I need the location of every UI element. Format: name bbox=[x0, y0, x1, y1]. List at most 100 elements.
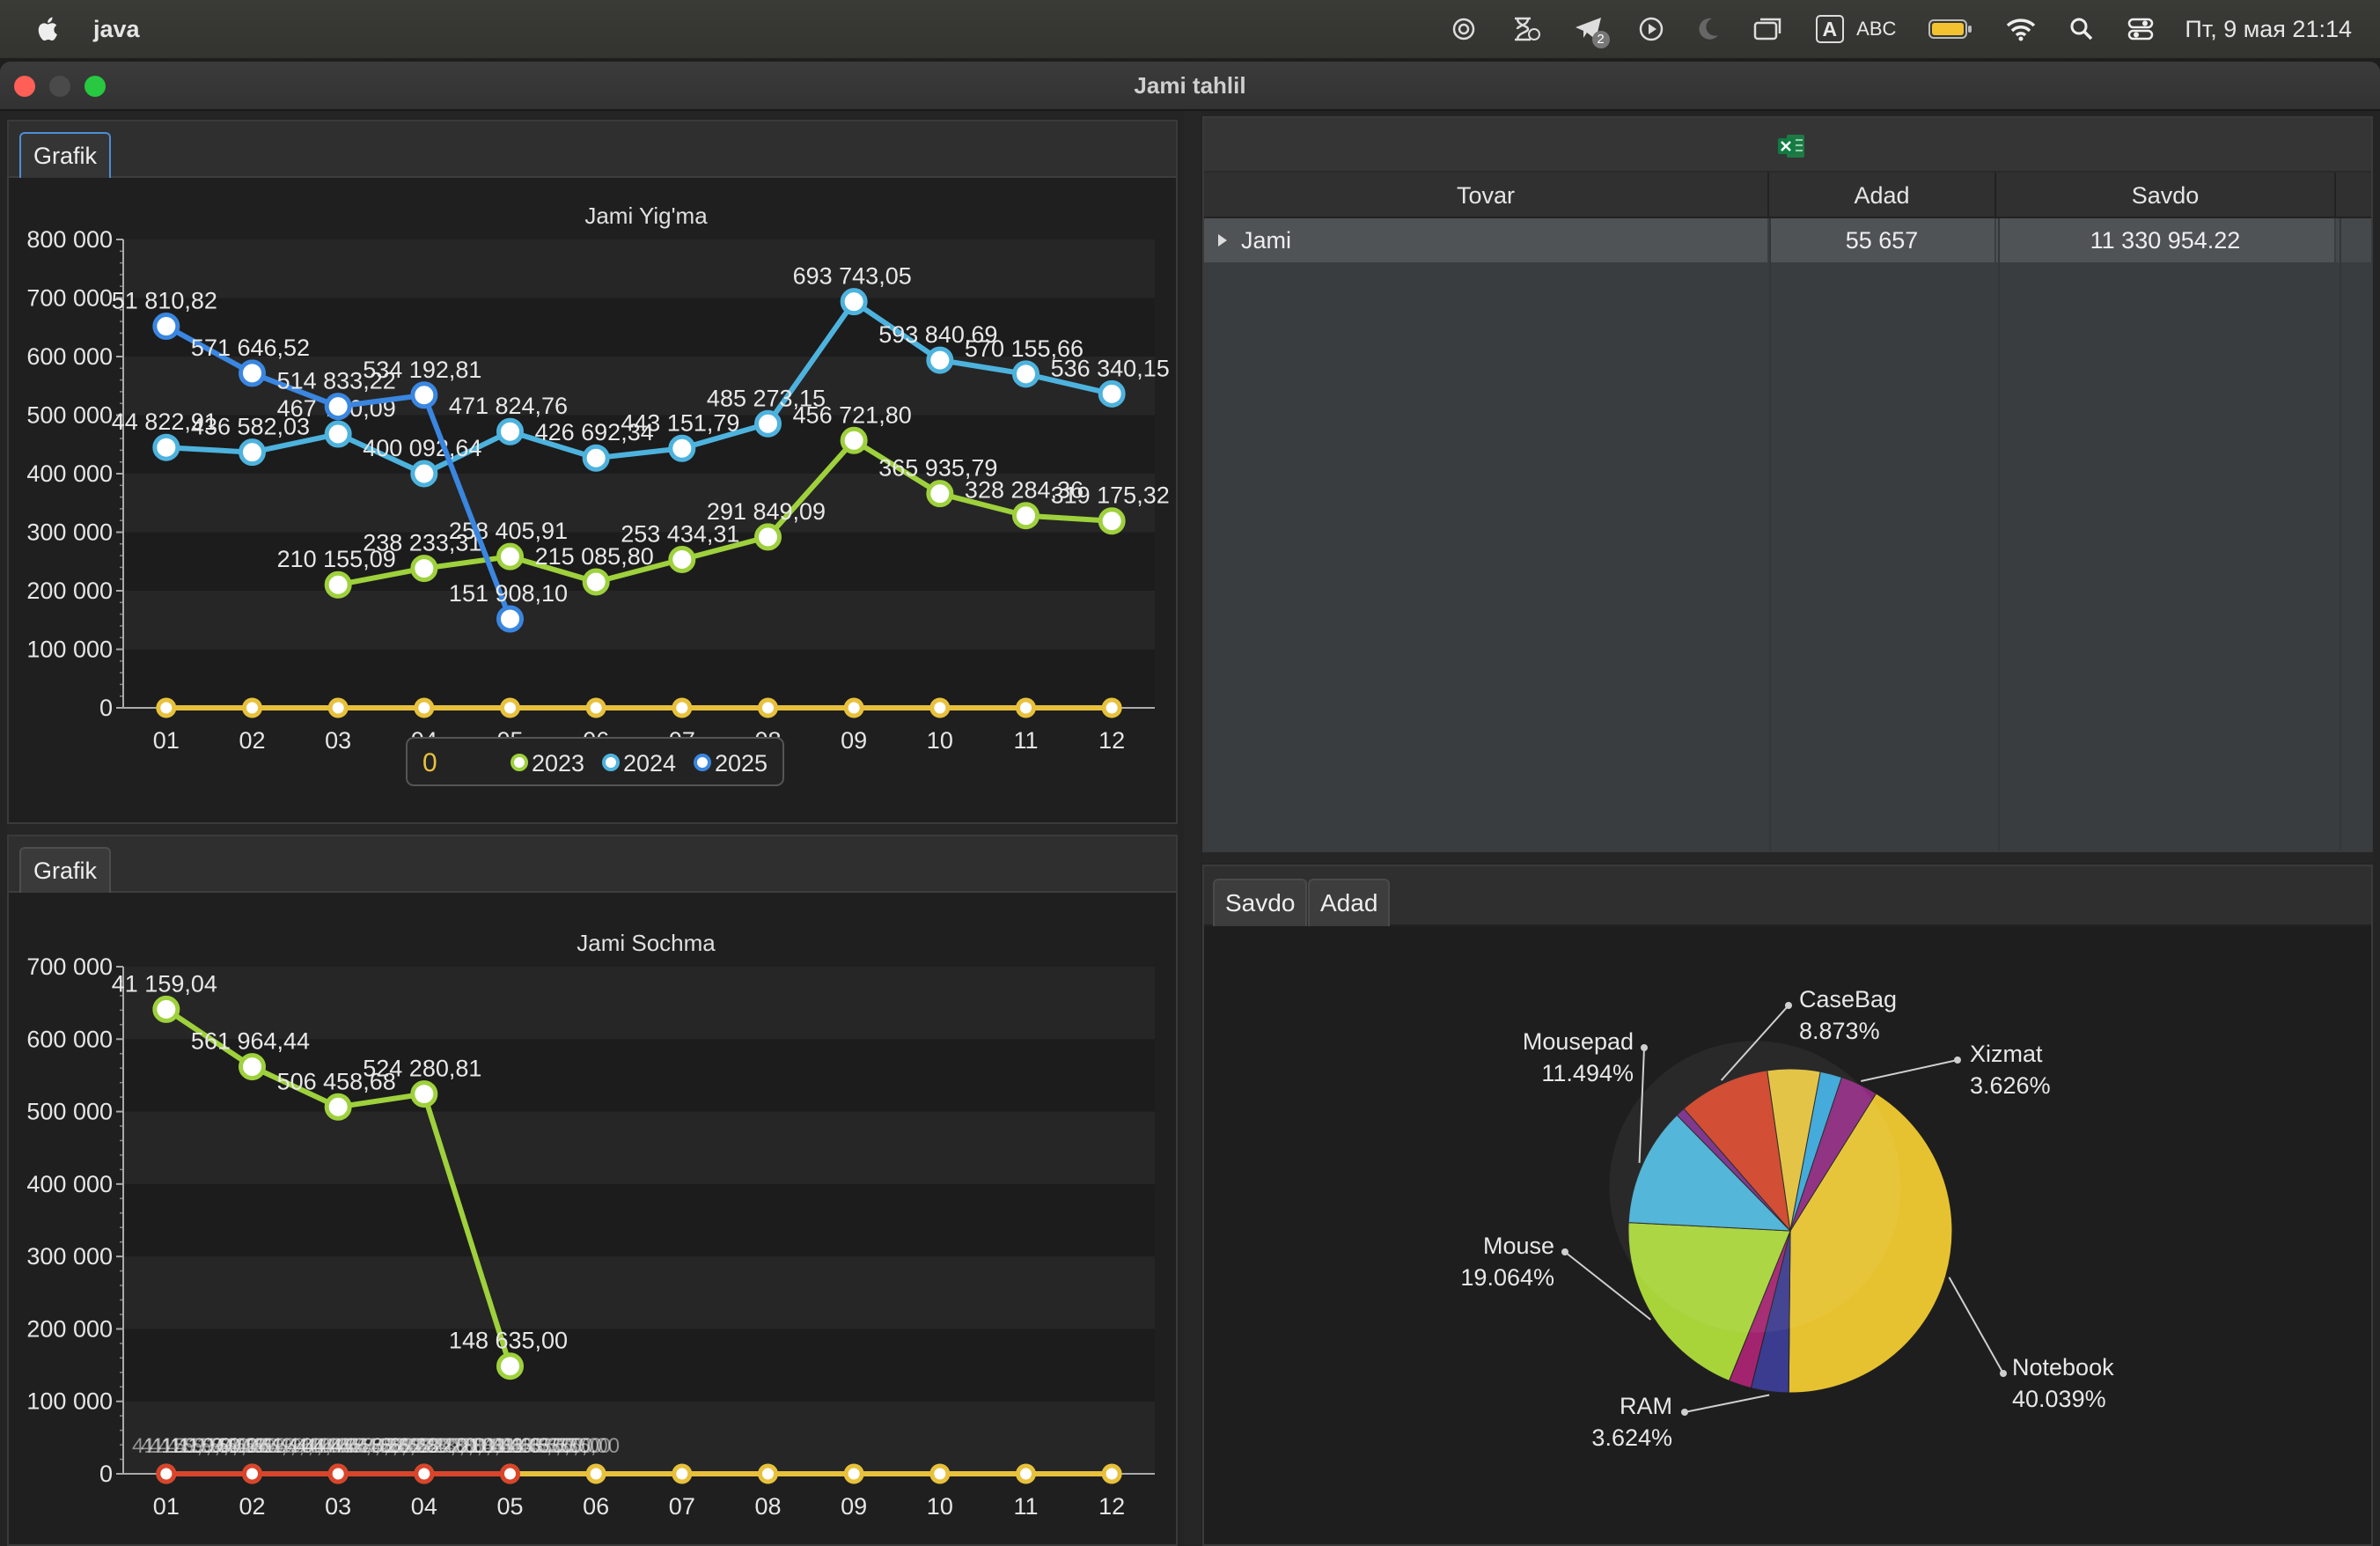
wifi-icon[interactable] bbox=[2005, 16, 2037, 42]
data-point[interactable] bbox=[668, 434, 696, 462]
window-zoom-button[interactable] bbox=[84, 76, 106, 97]
data-point[interactable] bbox=[410, 1080, 438, 1108]
right-splitter[interactable] bbox=[1202, 852, 2373, 863]
legend-marker bbox=[602, 754, 620, 771]
hourglass-icon[interactable] bbox=[1510, 15, 1541, 43]
play-icon[interactable] bbox=[1638, 16, 1664, 42]
table-row[interactable]: Jami 55 657 11 330 954.22 bbox=[1204, 218, 2371, 262]
data-point[interactable] bbox=[156, 697, 177, 718]
data-point[interactable] bbox=[929, 697, 951, 718]
data-point[interactable] bbox=[929, 1463, 951, 1484]
column-header-adad[interactable]: Adad bbox=[1769, 173, 1996, 217]
data-point[interactable] bbox=[414, 697, 435, 718]
telegram-icon[interactable]: 2 bbox=[1573, 15, 1610, 48]
chart-title: Jami Sochma bbox=[577, 930, 716, 956]
data-point[interactable] bbox=[672, 1463, 693, 1484]
tab-grafik-top[interactable]: Grafik bbox=[19, 132, 112, 178]
pie-slice[interactable] bbox=[1627, 1222, 1791, 1382]
data-point[interactable] bbox=[758, 697, 778, 718]
data-point[interactable] bbox=[500, 1463, 520, 1484]
data-point[interactable] bbox=[1098, 379, 1126, 408]
left-splitter[interactable] bbox=[7, 824, 1178, 835]
data-point[interactable] bbox=[324, 393, 352, 421]
data-point[interactable] bbox=[840, 426, 868, 454]
data-point[interactable] bbox=[410, 555, 438, 583]
data-point[interactable] bbox=[327, 697, 349, 718]
data-point[interactable] bbox=[1101, 1463, 1122, 1484]
pie-slice[interactable] bbox=[1627, 1114, 1792, 1232]
data-point[interactable] bbox=[239, 359, 266, 387]
data-point[interactable] bbox=[496, 1352, 524, 1380]
data-point[interactable] bbox=[152, 313, 180, 341]
data-point[interactable] bbox=[585, 1463, 606, 1484]
data-point[interactable] bbox=[239, 1053, 266, 1081]
tab-savdo[interactable]: Savdo bbox=[1213, 879, 1308, 926]
column-header-tovar[interactable]: Tovar bbox=[1204, 173, 1769, 217]
data-point[interactable] bbox=[496, 417, 524, 445]
data-point[interactable] bbox=[496, 605, 524, 633]
row-tovar-cell[interactable]: Jami bbox=[1204, 218, 1769, 262]
data-point[interactable] bbox=[582, 444, 610, 472]
data-point[interactable] bbox=[585, 697, 606, 718]
vertical-splitter[interactable] bbox=[1185, 111, 1201, 1546]
data-point[interactable] bbox=[843, 1463, 864, 1484]
tab-adad[interactable]: Adad bbox=[1308, 879, 1391, 926]
data-point[interactable] bbox=[327, 1463, 349, 1484]
input-source-label[interactable]: ABC bbox=[1856, 18, 1897, 40]
data-point[interactable] bbox=[410, 381, 438, 409]
table-header: Tovar Adad Savdo bbox=[1204, 173, 2371, 218]
moon-icon[interactable] bbox=[1696, 16, 1721, 42]
data-point[interactable] bbox=[239, 438, 266, 467]
pie-slice[interactable] bbox=[1683, 1070, 1791, 1233]
data-point[interactable] bbox=[843, 697, 864, 718]
data-point[interactable] bbox=[1101, 697, 1122, 718]
app-name[interactable]: java bbox=[93, 15, 140, 42]
input-mode-badge[interactable]: A bbox=[1815, 15, 1845, 43]
data-point[interactable] bbox=[582, 568, 610, 596]
apple-icon[interactable] bbox=[33, 14, 63, 44]
data-point[interactable] bbox=[672, 697, 693, 718]
control-center-icon[interactable] bbox=[2127, 16, 2155, 42]
data-point[interactable] bbox=[152, 433, 180, 461]
data-point[interactable] bbox=[242, 697, 262, 718]
data-point[interactable] bbox=[926, 480, 954, 508]
data-point[interactable] bbox=[324, 571, 352, 599]
data-point[interactable] bbox=[156, 1463, 177, 1484]
window-minimize-button[interactable] bbox=[49, 76, 70, 97]
data-point[interactable] bbox=[840, 288, 868, 316]
battery-icon[interactable] bbox=[1928, 17, 1973, 41]
data-point[interactable] bbox=[1098, 507, 1126, 535]
column-header-savdo[interactable]: Savdo bbox=[1996, 173, 2336, 217]
pie-slice[interactable] bbox=[1789, 1076, 1877, 1232]
row-savdo-cell[interactable]: 11 330 954.22 bbox=[1996, 218, 2336, 262]
window-titlebar[interactable]: Jami tahlil bbox=[0, 62, 2380, 111]
excel-icon[interactable] bbox=[1776, 132, 1806, 165]
data-point[interactable] bbox=[496, 542, 524, 571]
menubar-clock[interactable]: Пт, 9 мая 21:14 bbox=[2185, 15, 2352, 42]
data-point[interactable] bbox=[1016, 1463, 1036, 1484]
data-point[interactable] bbox=[1012, 360, 1039, 388]
data-point[interactable] bbox=[414, 1463, 435, 1484]
screen-mirror-icon[interactable] bbox=[1752, 16, 1784, 42]
tab-grafik-bottom[interactable]: Grafik bbox=[19, 847, 112, 893]
data-point[interactable] bbox=[410, 460, 438, 488]
data-point[interactable] bbox=[324, 1093, 352, 1121]
y-tick-label: 200 000 bbox=[26, 578, 113, 604]
spotlight-icon[interactable] bbox=[2068, 16, 2095, 42]
data-point[interactable] bbox=[668, 545, 696, 573]
data-point[interactable] bbox=[754, 523, 782, 551]
data-point[interactable] bbox=[758, 1463, 778, 1484]
row-adad-cell[interactable]: 55 657 bbox=[1769, 218, 1996, 262]
chatgpt-icon[interactable] bbox=[1450, 15, 1478, 43]
data-point[interactable] bbox=[324, 420, 352, 448]
window-close-button[interactable] bbox=[14, 76, 35, 97]
data-point[interactable] bbox=[1016, 697, 1036, 718]
data-point[interactable] bbox=[926, 346, 954, 374]
data-point[interactable] bbox=[500, 697, 520, 718]
legend-marker bbox=[511, 754, 528, 771]
data-point[interactable] bbox=[754, 409, 782, 438]
data-point[interactable] bbox=[152, 995, 180, 1023]
data-point[interactable] bbox=[1012, 502, 1039, 530]
data-point[interactable] bbox=[242, 1463, 262, 1484]
expand-triangle-icon[interactable] bbox=[1216, 232, 1229, 248]
